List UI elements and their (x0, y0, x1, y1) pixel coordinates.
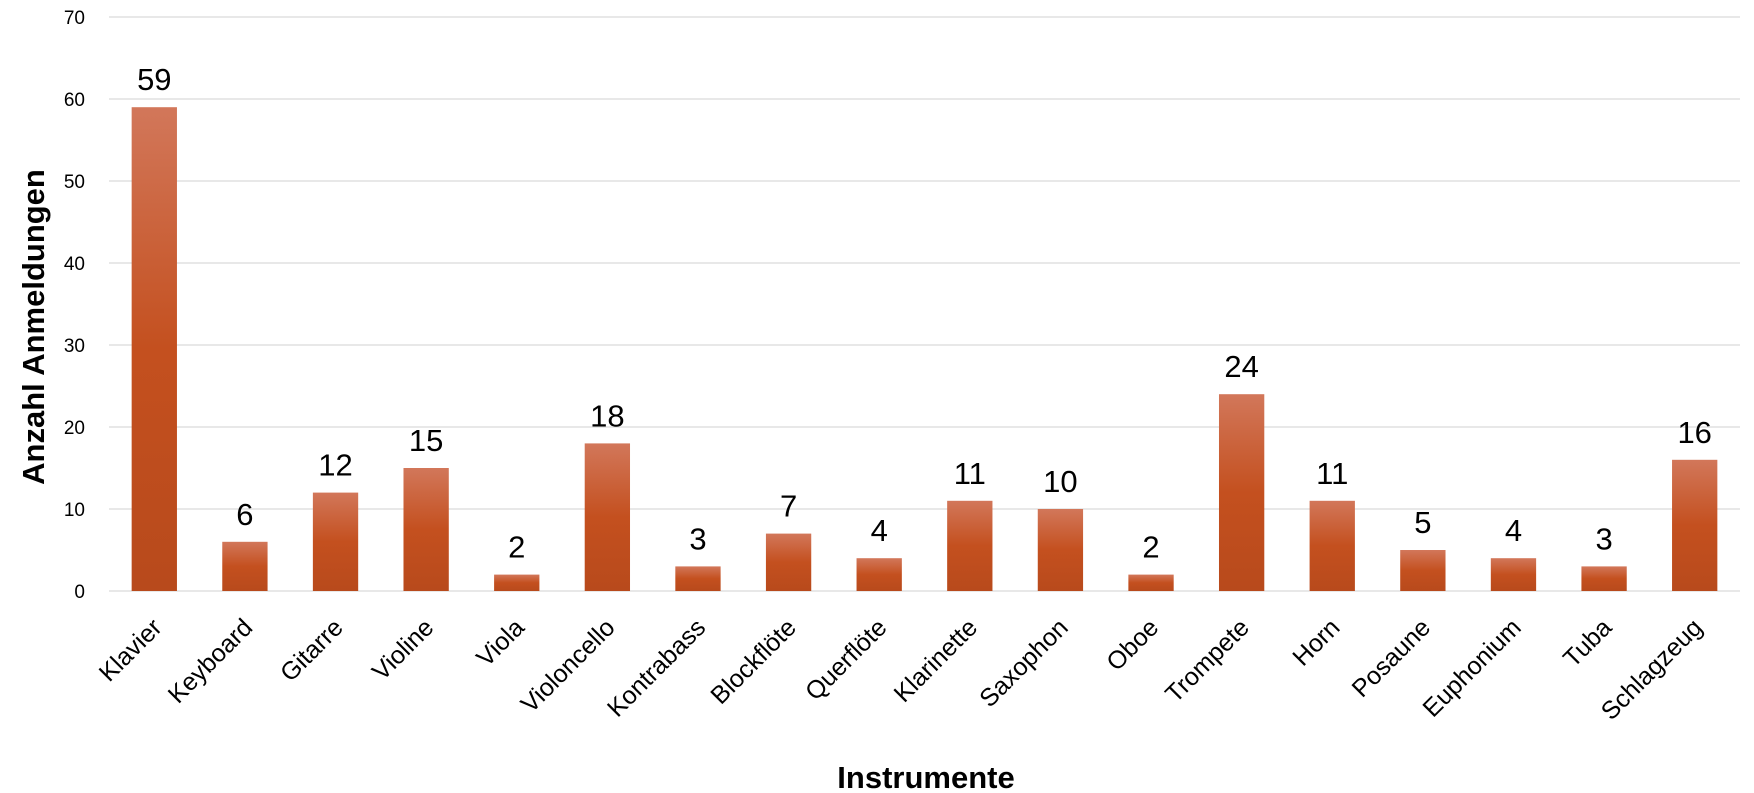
data-label: 6 (236, 497, 253, 532)
data-label: 4 (871, 513, 888, 548)
data-label: 4 (1505, 513, 1522, 548)
x-tick-label: Klarinette (889, 613, 983, 707)
data-label: 16 (1677, 415, 1711, 450)
x-tick-label: Keyboard (163, 613, 258, 708)
data-label: 5 (1414, 505, 1431, 540)
x-tick-label: Gitarre (275, 613, 349, 687)
x-tick-label: Posaune (1347, 613, 1437, 703)
bar (1490, 558, 1537, 591)
bar (1400, 550, 1446, 591)
x-tick-label: Oboe (1101, 613, 1164, 676)
bar (675, 566, 721, 591)
y-tick-label: 0 (74, 582, 85, 603)
x-tick-label: Euphonium (1417, 613, 1526, 722)
data-label: 11 (954, 456, 986, 491)
data-label: 59 (137, 62, 171, 97)
bar (765, 533, 812, 591)
bar (494, 574, 540, 591)
data-label: 11 (1316, 456, 1348, 491)
bar (856, 558, 902, 591)
x-tick-label: Tuba (1558, 613, 1618, 673)
y-tick-label: 10 (64, 500, 85, 521)
bar (131, 107, 177, 591)
data-labels: 59 6 12 15 2 18 3 7 4 11 10 2 24 11 5 4 3 16 (137, 62, 1712, 564)
y-tick-label: 50 (64, 172, 85, 193)
bar (1309, 500, 1355, 591)
y-tick-label: 30 (64, 336, 85, 357)
x-tick-label: Querflöte (800, 613, 893, 706)
x-tick-label: Kontrabass (602, 613, 711, 722)
bar (222, 541, 268, 591)
bars (131, 107, 1718, 591)
data-label: 7 (780, 489, 797, 524)
gridlines (109, 16, 1740, 592)
x-tick-label: Trompete (1160, 613, 1255, 708)
y-tick-label: 20 (64, 418, 85, 439)
y-axis-ticks: 0 10 20 30 40 50 60 70 (64, 8, 85, 603)
x-tick-label: Klavier (94, 613, 168, 687)
x-tick-label: Violine (367, 613, 440, 686)
bar (312, 492, 359, 591)
data-label: 24 (1224, 349, 1258, 384)
bar (1037, 509, 1084, 591)
y-tick-label: 40 (64, 254, 85, 275)
x-tick-label: Blockflöte (705, 613, 801, 709)
data-label: 2 (508, 530, 525, 565)
x-tick-label: Viola (471, 613, 530, 672)
bar (403, 468, 449, 591)
bar (947, 500, 993, 591)
data-label: 3 (689, 521, 706, 556)
bar (1128, 574, 1174, 591)
data-label: 12 (318, 448, 352, 483)
y-tick-label: 60 (64, 90, 85, 111)
bar (584, 443, 631, 591)
bar (1581, 566, 1627, 591)
data-label: 2 (1142, 530, 1159, 565)
data-label: 15 (409, 423, 443, 458)
data-label: 10 (1043, 464, 1077, 499)
bar (1218, 394, 1265, 591)
y-axis-title: Anzahl Anmeldungen (16, 169, 51, 485)
x-axis-title: Instrumente (837, 760, 1014, 793)
bar (1672, 459, 1718, 591)
x-tick-label: Saxophon (974, 613, 1073, 712)
data-label: 3 (1595, 521, 1612, 556)
data-label: 18 (590, 398, 624, 433)
y-tick-label: 70 (64, 8, 85, 29)
x-tick-label: Horn (1287, 613, 1345, 671)
